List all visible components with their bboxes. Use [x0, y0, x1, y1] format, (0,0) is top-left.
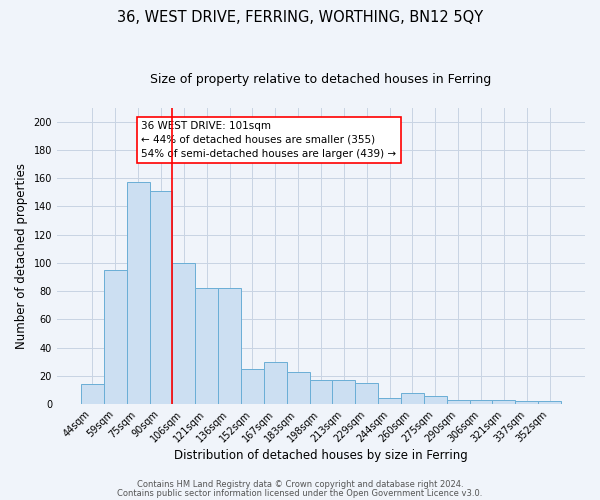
- Bar: [81, 384, 104, 404]
- Bar: [332, 380, 355, 404]
- Bar: [287, 372, 310, 404]
- Bar: [127, 182, 149, 404]
- Text: 36 WEST DRIVE: 101sqm
← 44% of detached houses are smaller (355)
54% of semi-det: 36 WEST DRIVE: 101sqm ← 44% of detached …: [142, 121, 397, 159]
- Bar: [424, 396, 446, 404]
- Bar: [241, 369, 264, 404]
- Text: Contains HM Land Registry data © Crown copyright and database right 2024.: Contains HM Land Registry data © Crown c…: [137, 480, 463, 489]
- Bar: [355, 383, 378, 404]
- Bar: [149, 191, 172, 404]
- Text: 36, WEST DRIVE, FERRING, WORTHING, BN12 5QY: 36, WEST DRIVE, FERRING, WORTHING, BN12 …: [117, 10, 483, 25]
- Bar: [310, 380, 332, 404]
- Bar: [401, 393, 424, 404]
- Bar: [264, 362, 287, 404]
- Bar: [104, 270, 127, 404]
- Bar: [378, 398, 401, 404]
- Bar: [172, 263, 195, 404]
- Y-axis label: Number of detached properties: Number of detached properties: [15, 163, 28, 349]
- Bar: [218, 288, 241, 404]
- Bar: [493, 400, 515, 404]
- Bar: [515, 402, 538, 404]
- Text: Contains public sector information licensed under the Open Government Licence v3: Contains public sector information licen…: [118, 488, 482, 498]
- Bar: [538, 402, 561, 404]
- Bar: [195, 288, 218, 404]
- Title: Size of property relative to detached houses in Ferring: Size of property relative to detached ho…: [151, 72, 491, 86]
- Bar: [470, 400, 493, 404]
- X-axis label: Distribution of detached houses by size in Ferring: Distribution of detached houses by size …: [174, 450, 468, 462]
- Bar: [446, 400, 470, 404]
